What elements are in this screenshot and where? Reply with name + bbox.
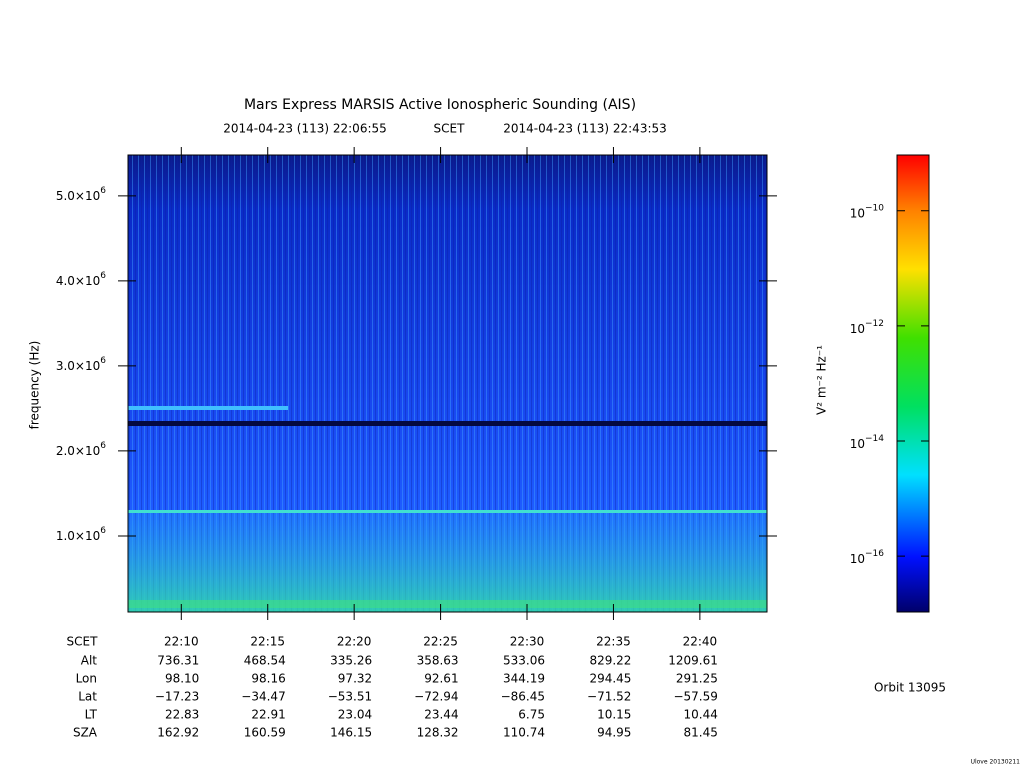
tick-exponent: 6	[100, 525, 106, 535]
y-axis-label: frequency (Hz)	[28, 341, 42, 430]
tick-exponent: −12	[865, 318, 884, 328]
time-start: 2014-04-23 (113) 22:06:55	[223, 122, 387, 136]
time-label: SCET	[434, 122, 466, 136]
x-tick-label: 22:40	[683, 635, 718, 649]
ephemeris-value: 94.95	[597, 726, 631, 740]
ephemeris-value: 98.10	[165, 672, 199, 686]
ephemeris-value: 1209.61	[668, 654, 718, 668]
x-tick-label: 22:20	[337, 635, 372, 649]
ephemeris-value: −86.45	[501, 690, 545, 704]
title: Mars Express MARSIS Active Ionospheric S…	[244, 97, 636, 113]
tick-mantissa: 3.0×10	[56, 358, 100, 372]
credit: Ulove 20130211	[971, 759, 1021, 766]
tick-mantissa: 10	[850, 321, 865, 335]
ephemeris-value: −53.51	[328, 690, 372, 704]
ephemeris-value: 10.15	[597, 708, 631, 722]
orbit: Orbit 13095	[874, 681, 946, 695]
colorbar-tick-label: 10−14	[850, 434, 885, 451]
ephemeris-value: 23.44	[424, 708, 458, 722]
ephemeris-label: Lon	[76, 672, 97, 686]
tick-exponent: 6	[100, 185, 106, 195]
ephemeris-value: 6.75	[518, 708, 545, 722]
ephemeris-value: 829.22	[589, 654, 631, 668]
y-tick-label: 1.0×106	[56, 525, 106, 542]
x-tick-label: 22:30	[510, 635, 545, 649]
y-tick-label: 5.0×106	[56, 185, 106, 202]
tick-mantissa: 5.0×10	[56, 188, 100, 202]
ephemeris-value: 736.31	[157, 654, 199, 668]
tick-exponent: −14	[865, 434, 884, 444]
tick-mantissa: 10	[850, 206, 865, 220]
ephemeris-value: 81.45	[684, 726, 718, 740]
ephemeris-value: −71.52	[587, 690, 631, 704]
ephemeris-value: 97.32	[338, 672, 372, 686]
tick-exponent: 6	[100, 440, 106, 450]
ephemeris-value: 160.59	[244, 726, 286, 740]
tick-exponent: −16	[865, 549, 884, 559]
ephemeris-value: 344.19	[503, 672, 545, 686]
ephemeris-value: 146.15	[330, 726, 372, 740]
ephemeris-value: 468.54	[244, 654, 286, 668]
colorbar-tick-label: 10−10	[850, 203, 885, 220]
x-tick-label: 22:10	[164, 635, 199, 649]
tick-exponent: −10	[865, 203, 884, 213]
tick-exponent: 6	[100, 270, 106, 280]
ephemeris-value: 22.91	[251, 708, 285, 722]
ephemeris-value: 10.44	[684, 708, 718, 722]
ephemeris-value: 98.16	[251, 672, 285, 686]
ephemeris-value: −34.47	[241, 690, 285, 704]
y-tick-label: 4.0×106	[56, 270, 106, 287]
colorbar	[896, 154, 930, 613]
x-tick-label: 22:35	[596, 635, 631, 649]
ephemeris-label: LT	[85, 708, 98, 722]
spectrogram	[127, 154, 768, 613]
ephemeris-header: SCET	[67, 635, 99, 649]
ephemeris-value: 291.25	[676, 672, 718, 686]
time-end: 2014-04-23 (113) 22:43:53	[503, 122, 667, 136]
x-tick-label: 22:25	[423, 635, 458, 649]
ephemeris-value: 294.45	[589, 672, 631, 686]
ephemeris-value: 110.74	[503, 726, 545, 740]
ephemeris-value: 162.92	[157, 726, 199, 740]
tick-exponent: 6	[100, 355, 106, 365]
ephemeris-value: 22.83	[165, 708, 199, 722]
y-tick-label: 2.0×106	[56, 440, 106, 457]
colorbar-tick-label: 10−16	[850, 549, 885, 566]
ephemeris-value: 533.06	[503, 654, 545, 668]
x-tick-label: 22:15	[250, 635, 285, 649]
ephemeris-label: Lat	[78, 690, 97, 704]
ephemeris-value: 23.04	[338, 708, 372, 722]
ephemeris-label: Alt	[81, 654, 98, 668]
colorbar-tick-label: 10−12	[850, 318, 884, 335]
colorbar-label: V² m⁻² Hz⁻¹	[815, 345, 829, 415]
ephemeris-value: 128.32	[417, 726, 459, 740]
tick-mantissa: 1.0×10	[56, 528, 100, 542]
ephemeris-value: 358.63	[417, 654, 459, 668]
tick-mantissa: 4.0×10	[56, 273, 100, 287]
ephemeris-label: SZA	[73, 726, 98, 740]
y-tick-label: 3.0×106	[56, 355, 106, 372]
tick-mantissa: 10	[850, 552, 865, 566]
tick-mantissa: 10	[850, 437, 865, 451]
ephemeris-value: −72.94	[414, 690, 458, 704]
ephemeris-value: 335.26	[330, 654, 372, 668]
tick-mantissa: 2.0×10	[56, 443, 100, 457]
ephemeris-value: −57.59	[673, 690, 717, 704]
ephemeris-value: 92.61	[424, 672, 458, 686]
ephemeris-value: −17.23	[155, 690, 199, 704]
